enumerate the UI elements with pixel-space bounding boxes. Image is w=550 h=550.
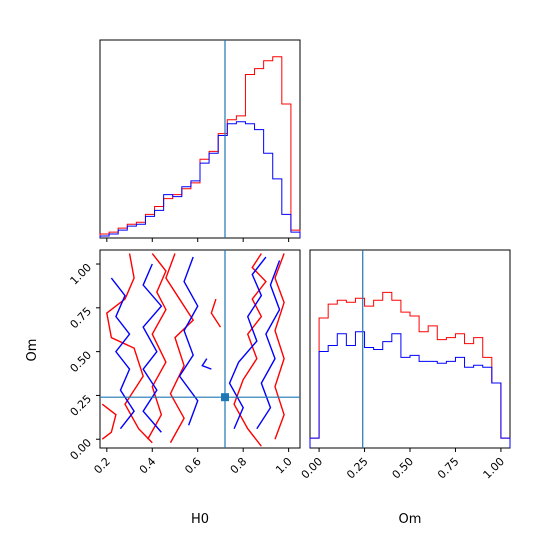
joint-contour-group [101, 253, 285, 447]
om-histogram-blue [309, 331, 511, 448]
h0-hist-red-step [99, 56, 301, 238]
joint-xtick-label-2: 0.6 [182, 455, 204, 477]
om-xtick-label-2: 0.50 [390, 455, 417, 482]
blue-contour-1 [142, 263, 163, 433]
joint-xtick-label-0: 0.2 [91, 455, 113, 477]
blue-contour-3 [228, 256, 267, 430]
joint-ytick-label-4: 1.00 [68, 261, 95, 288]
red-contour-6 [210, 298, 222, 328]
joint-ytick-label-0: 0.00 [68, 436, 95, 463]
red-contour-3 [233, 253, 267, 447]
joint-xtick-label-4: 1.0 [273, 455, 295, 477]
om-histogram-panel: 0.00 0.25 0.50 0.75 1.00 Om [299, 249, 511, 527]
joint-xtick-label-1: 0.4 [137, 455, 159, 477]
om-x-ticks: 0.00 0.25 0.50 0.75 1.00 [299, 448, 507, 481]
h0-histogram-red [99, 56, 301, 238]
joint-xtick-label-3: 0.8 [228, 455, 250, 477]
joint-x-ticks: 0.2 0.4 0.6 0.8 1.0 [91, 448, 295, 477]
red-contour-1 [147, 253, 167, 440]
joint-xlabel: H0 [191, 512, 209, 527]
om-xtick-label-4: 1.00 [481, 455, 508, 482]
blue-contour-4 [256, 260, 281, 430]
joint-truth-lines [100, 250, 300, 448]
joint-contours [101, 253, 285, 447]
joint-ytick-label-1: 0.25 [68, 392, 95, 419]
om-xtick-label-0: 0.00 [299, 455, 326, 482]
h0-histogram-panel [99, 39, 301, 242]
h0-histogram-frame [99, 39, 301, 239]
red-contour-5 [101, 403, 117, 440]
joint-ytick-label-2: 0.50 [68, 349, 95, 376]
joint-y-ticks: 0.00 0.25 0.50 0.75 1.00 [68, 261, 100, 463]
blue-contour-5 [201, 358, 212, 370]
om-hist-blue-step [309, 331, 511, 448]
om-histogram-frame [309, 249, 511, 449]
om-xtick-label-3: 0.75 [435, 455, 462, 482]
h0-histogram-blue [99, 121, 301, 238]
h0-histogram-ticks [106, 238, 290, 242]
blue-contour-0 [110, 277, 135, 430]
om-xtick-label-1: 0.25 [344, 455, 371, 482]
h0-hist-blue-step [99, 121, 301, 238]
om-xlabel: Om [399, 512, 422, 527]
om-histogram-red [309, 291, 511, 448]
blue-contour-2 [178, 256, 199, 426]
joint-ylabel: Om [25, 339, 40, 362]
joint-panel: 0.2 0.4 0.6 0.8 1.0 0.000.250.500.751.00 H0 … [25, 249, 301, 527]
joint-frame [99, 249, 301, 449]
om-hist-red-step [309, 291, 511, 448]
red-contour-2 [165, 253, 195, 444]
red-contour-4 [274, 253, 285, 440]
joint-truth-marker [221, 393, 229, 402]
joint-ytick-label-3: 0.75 [68, 305, 95, 332]
